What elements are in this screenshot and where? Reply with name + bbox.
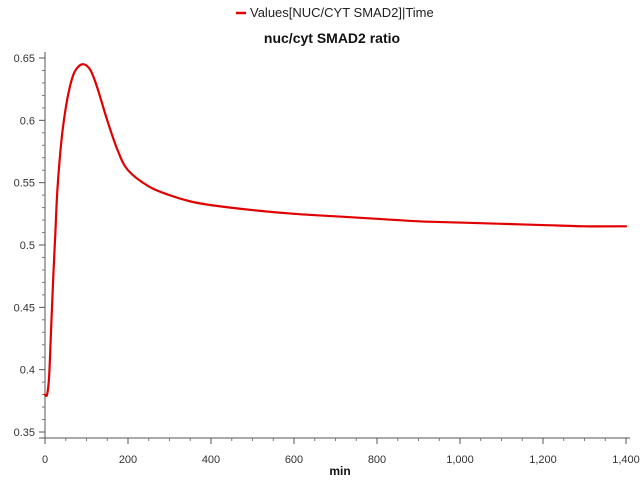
data-point (50, 325, 52, 327)
data-point (98, 92, 100, 94)
data-point (542, 224, 544, 226)
y-axis-ticks: 0.35 0.4 0.45 0.5 0.55 0.6 0.65 (14, 53, 45, 439)
data-point (335, 216, 337, 218)
x-axis-label: min (329, 464, 350, 478)
data-point (86, 65, 88, 67)
data-point (106, 120, 108, 122)
legend: Values[NUC/CYT SMAD2]|Time (236, 5, 434, 20)
x-tick-label: 1,400 (612, 454, 640, 466)
series-line (43, 63, 628, 398)
data-point (57, 188, 59, 190)
data-point (252, 209, 254, 211)
legend-label: Values[NUC/CYT SMAD2]|Time (250, 5, 434, 20)
y-tick-label: 0.6 (20, 115, 35, 127)
data-point (55, 232, 57, 234)
y-tick-label: 0.65 (14, 53, 35, 65)
data-point (48, 375, 50, 377)
data-point (65, 107, 67, 109)
data-point (584, 226, 586, 228)
y-tick-label: 0.35 (14, 427, 35, 439)
data-point (189, 201, 191, 203)
data-point (44, 394, 46, 396)
data-point (169, 194, 171, 196)
x-tick-label: 400 (202, 454, 220, 466)
chart-title: nuc/cyt SMAD2 ratio (264, 30, 400, 46)
data-point (82, 63, 84, 65)
data-point (501, 223, 503, 225)
data-point (127, 169, 129, 171)
plot-area: 0.35 0.4 0.45 0.5 0.55 0.6 0.65 0 200 400 600 800 1… (14, 52, 640, 466)
data-point (293, 213, 295, 215)
y-tick-label: 0.45 (14, 302, 35, 314)
data-point (94, 80, 96, 82)
series-points (44, 63, 627, 395)
data-point (376, 218, 378, 220)
x-tick-label: 200 (119, 454, 137, 466)
data-point (210, 204, 212, 206)
x-axis-ticks: 0 200 400 600 800 1,000 1,200 1,400 (42, 438, 640, 466)
data-point (73, 72, 75, 74)
data-point (625, 226, 627, 228)
data-point (90, 70, 92, 72)
y-tick-label: 0.55 (14, 178, 35, 190)
x-tick-label: 600 (285, 454, 303, 466)
data-point (61, 138, 63, 140)
data-point (117, 149, 119, 151)
x-tick-label: 1,000 (446, 454, 474, 466)
x-tick-label: 800 (368, 454, 386, 466)
data-point (77, 66, 79, 68)
x-tick-label: 0 (42, 454, 48, 466)
data-point (53, 275, 55, 277)
y-tick-label: 0.5 (20, 240, 35, 252)
data-point (459, 222, 461, 224)
data-point (46, 394, 48, 396)
data-point (418, 221, 420, 223)
data-point (148, 186, 150, 188)
data-point (69, 86, 71, 88)
x-tick-label: 1,200 (529, 454, 557, 466)
y-tick-label: 0.4 (20, 365, 35, 377)
